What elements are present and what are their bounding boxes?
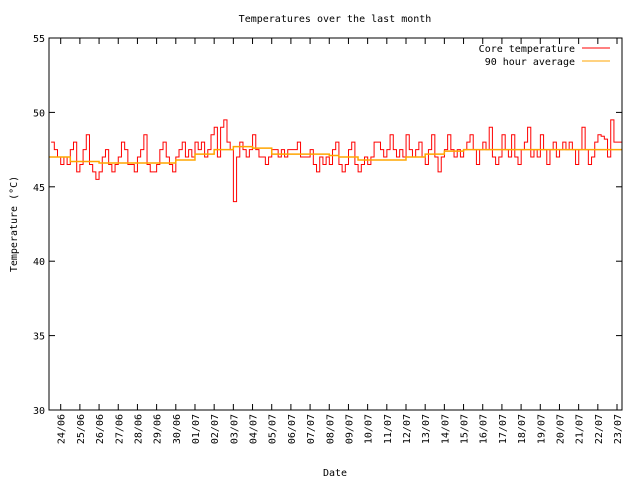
y-tick-label: 40 xyxy=(33,257,45,268)
x-axis-label: Date xyxy=(323,468,347,479)
y-tick-label: 55 xyxy=(33,34,45,45)
y-axis-label: Temperature (°C) xyxy=(9,176,20,272)
x-tick-label: 06/07 xyxy=(287,414,298,444)
x-tick-label: 01/07 xyxy=(191,414,202,444)
x-tick-label: 13/07 xyxy=(421,414,432,444)
x-tick-label: 12/07 xyxy=(402,414,413,444)
x-tick-label: 26/06 xyxy=(95,414,106,444)
x-tick-label: 28/06 xyxy=(133,414,144,444)
x-tick-label: 18/07 xyxy=(517,414,528,444)
series-core-temperature xyxy=(51,119,622,203)
chart-title: Temperatures over the last month xyxy=(239,14,432,25)
x-tick-label: 20/07 xyxy=(555,414,566,444)
x-tick-label: 10/07 xyxy=(364,414,375,444)
legend-label-average: 90 hour average xyxy=(485,57,575,68)
x-tick-label: 05/07 xyxy=(268,414,279,444)
legend: Core temperature 90 hour average xyxy=(479,44,610,68)
plot-border xyxy=(48,37,623,411)
series-90-hour-average xyxy=(49,145,622,164)
x-tick-label: 04/07 xyxy=(249,414,260,444)
y-tick-label: 30 xyxy=(33,406,45,417)
x-tick-label: 14/07 xyxy=(440,414,451,444)
y-tick-label: 45 xyxy=(33,183,45,194)
x-tick-label: 07/07 xyxy=(306,414,317,444)
x-tick-label: 25/06 xyxy=(76,414,87,444)
y-tick-label: 35 xyxy=(33,332,45,343)
x-tick-label: 17/07 xyxy=(498,414,509,444)
x-tick-label: 23/07 xyxy=(613,414,624,444)
x-tick-label: 24/06 xyxy=(57,414,68,444)
x-tick-label: 08/07 xyxy=(325,414,336,444)
x-tick-label: 03/07 xyxy=(229,414,240,444)
x-tick-label: 29/06 xyxy=(153,414,164,444)
x-tick-label: 15/07 xyxy=(460,414,471,444)
x-tick-label: 21/07 xyxy=(575,414,586,444)
x-tick-label: 11/07 xyxy=(383,414,394,444)
x-tick-label: 09/07 xyxy=(344,414,355,444)
x-tick-label: 30/06 xyxy=(172,414,183,444)
x-tick-label: 19/07 xyxy=(536,414,547,444)
y-tick-label: 50 xyxy=(33,108,45,119)
x-tick-label: 16/07 xyxy=(479,414,490,444)
x-tick-label: 02/07 xyxy=(210,414,221,444)
x-tick-label: 27/06 xyxy=(114,414,125,444)
legend-label-core: Core temperature xyxy=(479,44,575,55)
x-tick-label: 22/07 xyxy=(594,414,605,444)
